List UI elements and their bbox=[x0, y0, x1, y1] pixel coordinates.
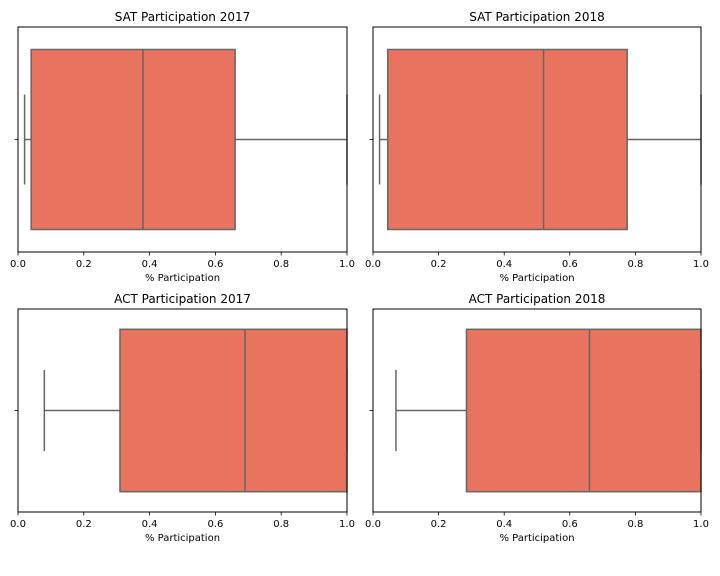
box-iqr bbox=[387, 48, 628, 231]
x-axis-label: % Participation bbox=[145, 273, 220, 284]
x-tick-label: 0.8 bbox=[627, 259, 643, 270]
x-tick-label: 0.4 bbox=[142, 259, 158, 270]
x-tick-label: 0.6 bbox=[562, 259, 578, 270]
x-tick-label: 0.8 bbox=[273, 259, 289, 270]
x-axis-label: % Participation bbox=[499, 533, 574, 544]
box-iqr bbox=[119, 328, 348, 493]
x-tick-label: 0.8 bbox=[273, 519, 289, 530]
chart-panel-2: SAT Participation 2018 0.0 0.2 0.4 0.6 0.8 1.0… bbox=[365, 10, 709, 284]
chart-title: ACT Participation 2017 bbox=[114, 292, 251, 306]
x-tick-label: 0.0 bbox=[365, 259, 381, 270]
chart-panel-3: ACT Participation 2017 0.0 0.2 0.4 0.6 0.8 1.0… bbox=[10, 292, 355, 544]
x-tick-label: 0.2 bbox=[431, 259, 447, 270]
box-iqr bbox=[30, 48, 236, 231]
x-tick-label: 0.4 bbox=[496, 519, 512, 530]
x-tick-label: 0.0 bbox=[365, 519, 381, 530]
x-tick-label: 1.0 bbox=[693, 259, 709, 270]
chart-title: SAT Participation 2017 bbox=[115, 10, 251, 24]
x-tick-label: 0.6 bbox=[562, 519, 578, 530]
x-tick-label: 0.2 bbox=[76, 259, 92, 270]
chart-title: SAT Participation 2018 bbox=[469, 10, 605, 24]
x-axis-label: % Participation bbox=[145, 533, 220, 544]
x-tick-label: 0.6 bbox=[207, 259, 223, 270]
x-tick-label: 1.0 bbox=[339, 519, 355, 530]
chart-panel-1: SAT Participation 2017 0.0 0.2 0.4 0.6 0.8 1.0… bbox=[10, 10, 355, 284]
x-tick-label: 0.4 bbox=[496, 259, 512, 270]
x-tick-label: 0.0 bbox=[10, 519, 26, 530]
x-tick-label: 0.2 bbox=[76, 519, 92, 530]
x-tick-label: 0.0 bbox=[10, 259, 26, 270]
x-tick-label: 0.6 bbox=[207, 519, 223, 530]
chart-title: ACT Participation 2018 bbox=[469, 292, 606, 306]
x-tick-label: 0.8 bbox=[627, 519, 643, 530]
x-axis-label: % Participation bbox=[499, 273, 574, 284]
x-tick-label: 0.2 bbox=[431, 519, 447, 530]
x-tick-label: 0.4 bbox=[142, 519, 158, 530]
box-iqr bbox=[465, 328, 702, 493]
x-tick-label: 1.0 bbox=[693, 519, 709, 530]
x-tick-label: 1.0 bbox=[339, 259, 355, 270]
chart-panel-4: ACT Participation 2018 0.0 0.2 0.4 0.6 0.8 1.0… bbox=[365, 292, 709, 544]
